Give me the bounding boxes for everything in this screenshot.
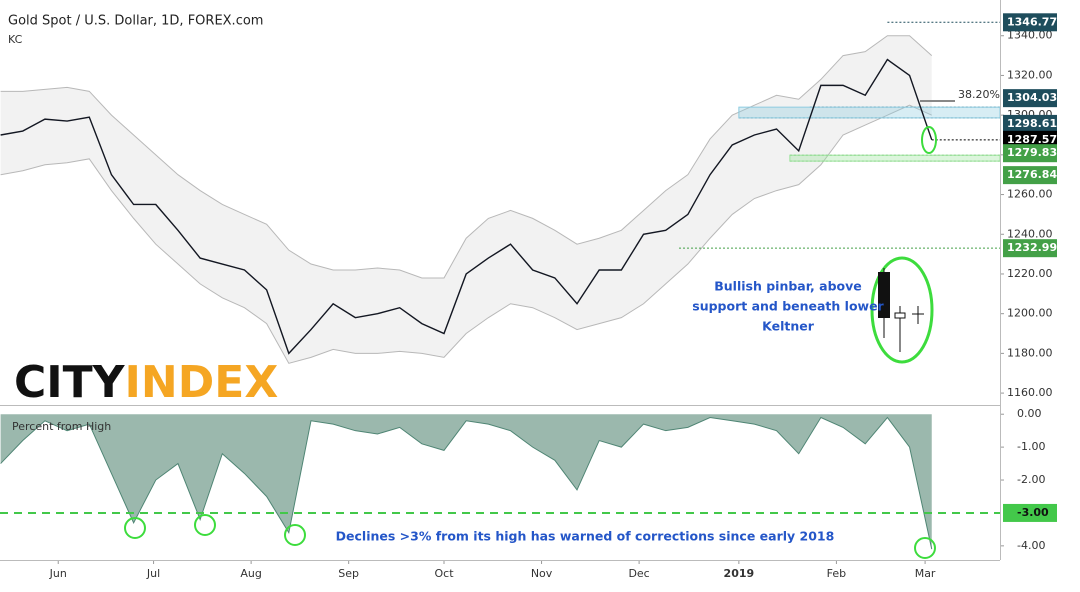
x-tick-label: Nov: [531, 567, 553, 580]
annotation: Bullish pinbar, above: [714, 279, 862, 294]
level-label: 1232.99: [1007, 241, 1057, 254]
y-tick-label: 1160.00: [1007, 386, 1053, 399]
y-tick-label: 1220.00: [1007, 267, 1053, 280]
area-fill: [0, 414, 932, 550]
logo: CITYINDEX: [14, 357, 278, 408]
y-tick-label: 1240.00: [1007, 227, 1053, 240]
y-tick-label: 0.00: [1017, 407, 1042, 420]
fib-label: 38.20%: [958, 88, 1000, 101]
y-tick-label: 1180.00: [1007, 346, 1053, 359]
x-tick-label: Jul: [146, 567, 160, 580]
level-label-box: [1003, 166, 1057, 185]
keltner-line: [0, 104, 932, 364]
level-label-box: [1003, 114, 1057, 133]
panel-label: Percent from High: [12, 420, 111, 433]
level-label: 1279.83: [1007, 146, 1057, 159]
x-tick-label: Oct: [434, 567, 454, 580]
y-tick-label: 1260.00: [1007, 188, 1053, 201]
annotation: support and beneath lower: [692, 299, 884, 314]
x-tick-label: 2019: [724, 567, 755, 580]
level-label-box: [1003, 89, 1057, 108]
x-tick-label: Sep: [338, 567, 359, 580]
low-circles: [124, 514, 936, 559]
annotation: Keltner: [762, 319, 815, 334]
plot-layer: 1160.00 1180.00 1200.00 1220.00 1240.00 1260.…: [0, 13, 1057, 580]
level-label: 1346.77: [1007, 15, 1057, 28]
level-label-box: [1003, 239, 1057, 258]
x-tick-label: Feb: [827, 567, 846, 580]
level-label-box: [1003, 144, 1057, 163]
x-tick-label: Aug: [240, 567, 261, 580]
channel-fill: [0, 35, 932, 364]
y-tick-label: -4.00: [1017, 539, 1045, 552]
level-label-box: [1003, 13, 1057, 32]
y-tick-label: -3.00: [1017, 506, 1049, 519]
threshold-box: [1003, 503, 1057, 522]
level-label: 1304.03: [1007, 91, 1057, 104]
level-zone: [738, 106, 1001, 119]
y-tick-label: -1.00: [1017, 440, 1045, 453]
logo-index: INDEX: [125, 357, 279, 408]
logo-city: CITY: [14, 357, 126, 408]
level-label: 1287.57: [1007, 133, 1057, 146]
price-line: [0, 58, 933, 355]
annotation: Declines >3% from its high has warned of…: [336, 529, 835, 544]
level-zone: [789, 154, 1001, 162]
level-label: 1276.84: [1007, 168, 1057, 181]
x-tick-label: Mar: [915, 567, 936, 580]
indicator-label: KC: [8, 33, 23, 46]
chart-title: Gold Spot / U.S. Dollar, 1D, FOREX.com: [8, 14, 263, 29]
y-tick-label: 1200.00: [1007, 307, 1053, 320]
level-label: 1298.61: [1007, 117, 1057, 130]
pinbar-illustration: [870, 126, 937, 364]
area-line: [0, 416, 933, 550]
keltner-line: [0, 35, 933, 279]
y-tick-label: -2.00: [1017, 473, 1045, 486]
x-tick-label: Dec: [628, 567, 649, 580]
y-tick-label: 1340.00: [1007, 29, 1053, 42]
x-tick-label: Jun: [49, 567, 67, 580]
y-tick-label: 1320.00: [1007, 68, 1053, 81]
